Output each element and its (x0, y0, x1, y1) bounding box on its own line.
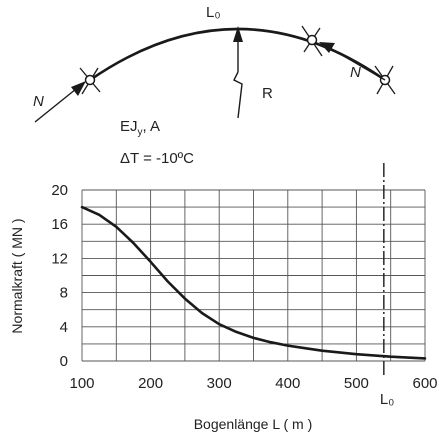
y-tick-label: 16 (51, 216, 68, 233)
arch-diagram: L₀ N N R EJy, A ΔT = -10ºC (33, 4, 396, 167)
y-tick-label: 12 (51, 250, 68, 267)
y-tick-label: 4 (60, 319, 68, 336)
x-tick-labels: 100 200 300 400 500 600 (69, 375, 437, 392)
stiffness-subscript: y (138, 127, 143, 138)
x-axis-label: Bogenlänge L ( m ) (194, 416, 313, 432)
x-tick-label: 100 (69, 375, 94, 392)
x-tick-label: 500 (344, 375, 369, 392)
y-tick-label: 8 (60, 285, 68, 302)
y-axis-label: Normalkraft ( MN ) (9, 218, 25, 333)
y-tick-label: 0 (60, 353, 68, 370)
chart: L₀ 100 200 300 400 500 600 0 4 8 12 16 20 Bogenlän… (9, 163, 438, 432)
chart-grid (81, 189, 426, 362)
temperature-label: ΔT = -10ºC (120, 150, 194, 167)
radius-arrow-icon (233, 26, 243, 119)
right-hinge-icon (301, 25, 323, 57)
marker-label: L₀ (380, 391, 395, 408)
y-tick-labels: 0 4 8 12 16 20 (51, 182, 68, 370)
force-label-right: N (350, 64, 361, 81)
x-tick-label: 600 (412, 375, 437, 392)
stiffness-label: EJy, A (120, 118, 160, 138)
left-hinge-icon (79, 67, 101, 95)
radius-label: R (262, 85, 273, 102)
y-tick-label: 20 (51, 182, 68, 199)
x-tick-label: 400 (275, 375, 300, 392)
chart-marker: L₀ (380, 163, 395, 408)
series-line (80, 205, 427, 360)
stiffness-main: EJ (120, 118, 138, 135)
right-force-arrow-icon (319, 42, 386, 81)
x-tick-label: 300 (207, 375, 232, 392)
stiffness-tail: , A (143, 118, 161, 135)
x-tick-label: 200 (138, 375, 163, 392)
left-force-arrow-icon (34, 81, 86, 123)
force-label-left: N (33, 93, 44, 110)
arc-length-label: L₀ (206, 4, 221, 21)
